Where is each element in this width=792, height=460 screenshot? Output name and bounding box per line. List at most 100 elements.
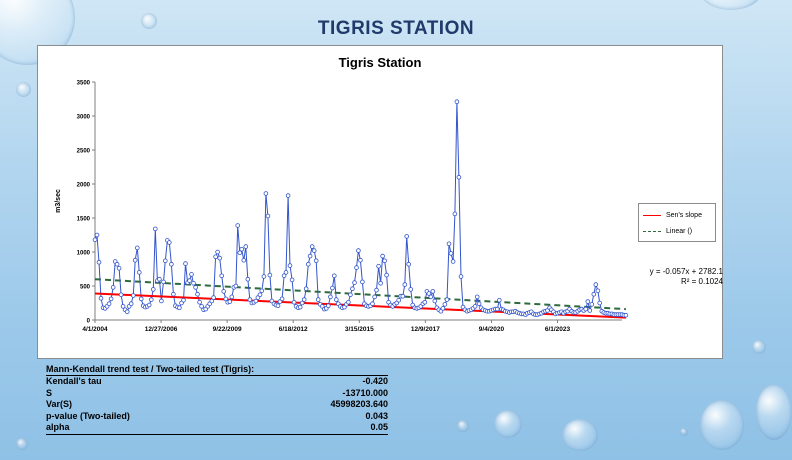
data-point <box>124 309 130 315</box>
y-tick-label: 3500 <box>77 81 91 87</box>
data-point <box>450 259 456 264</box>
data-point <box>243 244 249 249</box>
data-point <box>426 291 432 296</box>
data-point <box>177 305 182 311</box>
data-point <box>253 298 259 304</box>
data-point <box>132 257 138 263</box>
x-tick-label: 12/9/2017 <box>411 326 440 333</box>
data-point <box>275 303 281 309</box>
chart-container: Tigris Station 0 500 1000 1500 2000 2500 3000 3… <box>37 45 723 359</box>
data-point <box>241 257 247 263</box>
data-point <box>98 295 104 301</box>
table-row: Var(S) 45998203.640 <box>46 399 388 411</box>
data-point <box>209 298 215 304</box>
legend-label: Linear () <box>666 228 693 235</box>
data-point <box>372 294 377 300</box>
legend-swatch <box>643 215 661 216</box>
stat-value: 45998203.640 <box>330 399 388 409</box>
data-point <box>237 250 243 256</box>
chart-title: Tigris Station <box>338 55 422 70</box>
decorative-bubble <box>16 82 31 97</box>
decorative-bubble <box>752 340 766 354</box>
stat-label: alpha <box>46 422 70 432</box>
trendline-equation: y = -0.057x + 2782.1 R² = 0.1024 <box>633 267 723 287</box>
data-point <box>281 273 287 279</box>
data-point <box>454 99 460 104</box>
data-point <box>311 248 317 253</box>
data-point <box>496 298 502 303</box>
data-point <box>402 282 408 287</box>
table-row: p-value (Two-tailed) 0.043 <box>46 411 388 423</box>
data-point <box>263 191 269 196</box>
data-point <box>587 308 593 313</box>
data-point <box>315 297 321 302</box>
data-point <box>189 272 194 277</box>
data-point <box>161 279 166 285</box>
data-point <box>283 270 289 275</box>
stat-value: -13710.000 <box>342 387 388 398</box>
data-point <box>448 251 454 256</box>
data-point <box>108 296 114 302</box>
x-tick-label: 6/18/2012 <box>279 326 308 333</box>
data-point <box>472 304 478 309</box>
data-point <box>199 304 204 309</box>
y-tick-label: 2000 <box>77 183 91 189</box>
data-point <box>153 226 158 232</box>
r-squared-text: R² = 0.1024 <box>680 277 723 286</box>
data-point <box>120 304 126 309</box>
data-point <box>267 272 273 278</box>
data-point <box>215 249 220 255</box>
data-point <box>116 266 122 271</box>
data-point <box>289 277 295 283</box>
stat-label: p-value (Two-tailed) <box>46 410 130 421</box>
y-tick-label: 1000 <box>77 251 91 257</box>
y-tick-label: 3000 <box>77 115 91 121</box>
data-point <box>149 297 154 302</box>
data-point <box>291 299 297 305</box>
data-point <box>330 285 335 291</box>
mann-kendall-table: Mann-Kendall trend test / Two-tailed tes… <box>46 364 388 435</box>
data-point <box>257 292 263 298</box>
data-point <box>360 279 365 285</box>
data-point <box>221 289 227 294</box>
data-point <box>591 291 597 297</box>
data-point <box>358 257 363 263</box>
data-point <box>456 174 462 180</box>
data-point <box>348 292 353 298</box>
data-point <box>378 281 383 286</box>
data-point <box>285 193 291 198</box>
data-point <box>157 276 162 282</box>
legend-item-linear: Linear () <box>643 228 692 235</box>
data-point <box>309 244 315 249</box>
data-point <box>167 240 172 245</box>
data-point <box>589 302 595 307</box>
y-tick-label: 0 <box>87 319 91 325</box>
data-point <box>597 300 602 306</box>
data-point <box>297 304 303 310</box>
data-point <box>452 211 458 217</box>
data-point <box>219 273 225 279</box>
data-point <box>217 255 223 261</box>
data-point <box>287 263 293 268</box>
data-point <box>444 297 450 302</box>
decorative-bubble <box>700 400 744 450</box>
x-tick-label: 9/4/2020 <box>479 326 505 333</box>
data-point <box>440 306 446 311</box>
data-point <box>313 258 319 264</box>
slide-title: TIGRIS STATION <box>317 18 475 39</box>
data-point <box>299 300 305 306</box>
data-point <box>146 302 152 308</box>
data-point <box>430 289 436 294</box>
decorative-bubble <box>141 13 157 29</box>
y-axis-label: m3/sec <box>55 189 62 213</box>
data-point <box>376 264 381 269</box>
stat-value: 0.043 <box>365 410 388 421</box>
data-point <box>92 237 98 243</box>
data-point <box>181 298 186 303</box>
data-point <box>131 293 136 298</box>
y-tick-label: 500 <box>80 285 91 291</box>
data-point <box>235 223 241 228</box>
data-point <box>261 274 267 279</box>
equation-text: y = -0.057x + 2782.1 <box>649 267 723 276</box>
stat-label: Var(S) <box>46 399 73 409</box>
